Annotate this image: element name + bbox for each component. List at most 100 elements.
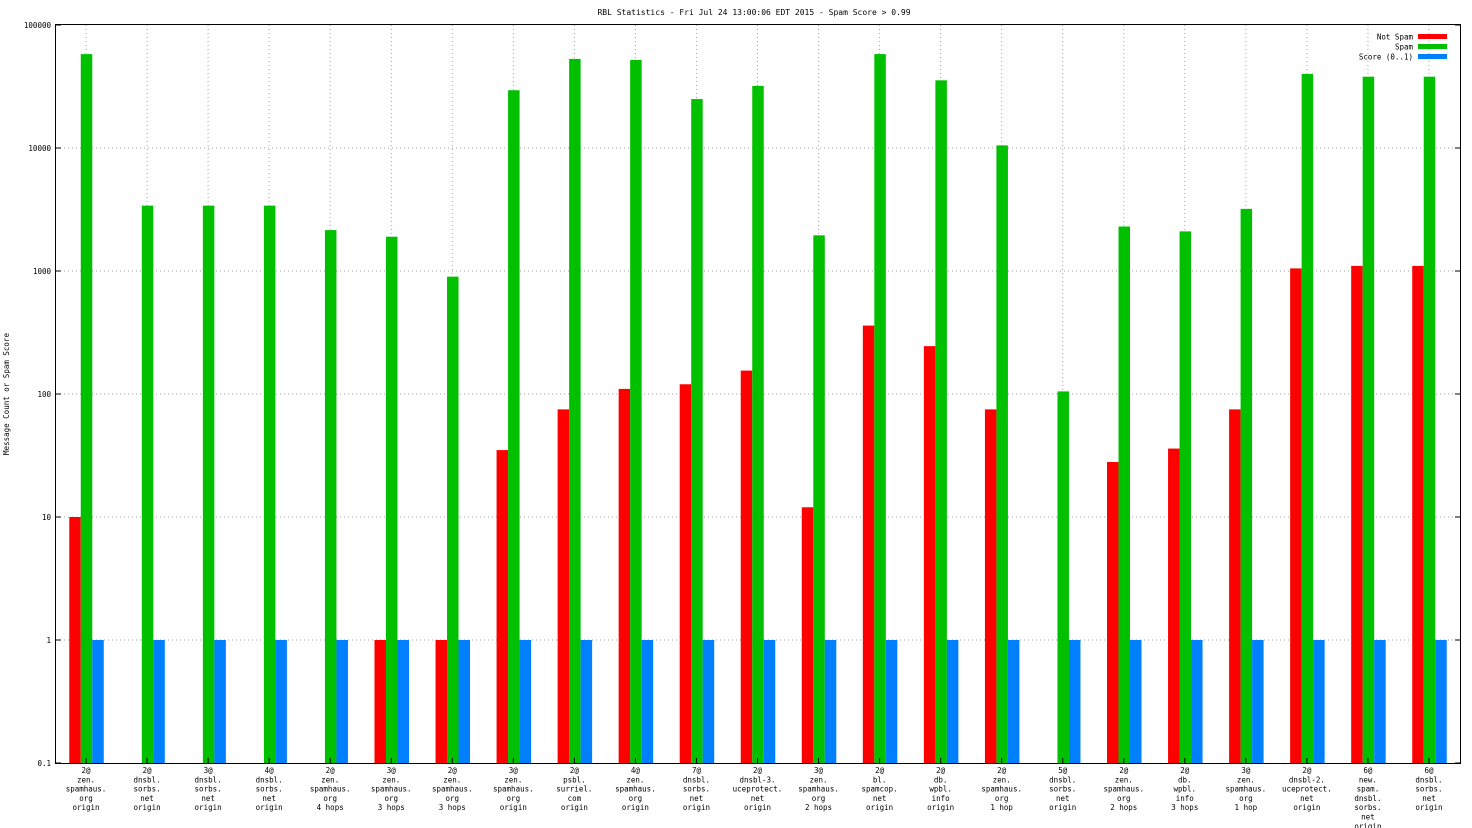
bar-spam xyxy=(569,58,581,764)
x-tick-label: info xyxy=(1176,794,1195,803)
x-tick-label: db. xyxy=(1178,775,1192,784)
x-tick-label: psbl. xyxy=(563,775,586,784)
x-tick-label: bl. xyxy=(873,775,887,784)
x-tick-label: net xyxy=(262,794,276,803)
x-tick-label: spamhaus. xyxy=(66,785,107,794)
x-tick-label: sorbs. xyxy=(1049,785,1076,794)
y-tick-label: 100000 xyxy=(24,21,52,30)
x-tick-label: surriel. xyxy=(556,785,592,794)
x-tick-label: origin xyxy=(1415,803,1442,812)
x-tick-label: 2@ xyxy=(143,766,153,775)
x-tick-label: zen. xyxy=(443,775,461,784)
y-tick-label: 0.1 xyxy=(37,759,51,768)
bar-not-spam xyxy=(801,507,814,763)
bar-score-0-1 xyxy=(1007,640,1020,763)
x-tick-label: origin xyxy=(134,803,161,812)
x-tick-label: dnsbl. xyxy=(134,775,161,784)
bar-spam xyxy=(80,54,93,763)
x-tick-label: 2 hops xyxy=(1110,803,1137,812)
bar-not-spam xyxy=(557,409,570,763)
bar-spam xyxy=(996,145,1008,763)
bar-score-0-1 xyxy=(763,640,776,763)
x-tick-label: origin xyxy=(744,803,771,812)
bar-spam xyxy=(1362,76,1375,763)
x-tick-label: org xyxy=(384,794,398,803)
x-tick-label: zen. xyxy=(321,775,339,784)
legend-label: Spam xyxy=(1395,43,1414,52)
bar-not-spam xyxy=(435,640,448,763)
x-tick-label: origin xyxy=(561,803,588,812)
x-tick-label: net xyxy=(751,794,765,803)
x-tick-label: spamhaus. xyxy=(615,785,656,794)
x-tick-label: 2@ xyxy=(448,766,458,775)
bar-score-0-1 xyxy=(275,640,287,763)
x-tick-label: spamhaus. xyxy=(310,785,351,794)
bar-spam xyxy=(263,205,276,763)
legend-label: Not Spam xyxy=(1377,33,1414,42)
bar-score-0-1 xyxy=(519,640,532,763)
x-tick-label: net xyxy=(873,794,887,803)
bar-score-0-1 xyxy=(1374,640,1386,763)
x-tick-label: spamhaus. xyxy=(981,785,1022,794)
x-tick-label: dnsbl. xyxy=(683,775,710,784)
x-tick-label: 2@ xyxy=(570,766,580,775)
x-tick-label: new. xyxy=(1359,775,1377,784)
bar-score-0-1 xyxy=(458,640,471,763)
x-tick-label: zen. xyxy=(504,775,522,784)
bar-spam xyxy=(447,276,459,763)
plot-frame xyxy=(55,24,1461,764)
x-tick-label: 3 hops xyxy=(378,803,405,812)
bar-not-spam xyxy=(862,325,875,763)
bar-not-spam xyxy=(1168,448,1180,763)
x-tick-label: sorbs. xyxy=(1354,803,1381,812)
x-axis-category-labels: 2@zen.spamhaus.orgorigin2@dnsbl.sorbs.ne… xyxy=(66,758,1443,828)
x-tick-label: 3@ xyxy=(204,766,214,775)
x-tick-label: origin xyxy=(195,803,222,812)
x-tick-label: uceprotect. xyxy=(733,785,783,794)
x-tick-label: 6@ xyxy=(1424,766,1434,775)
x-tick-label: net xyxy=(1056,794,1070,803)
x-tick-label: origin xyxy=(622,803,649,812)
bar-score-0-1 xyxy=(641,640,654,763)
bar-score-0-1 xyxy=(1068,640,1081,763)
bar-not-spam xyxy=(1290,268,1302,763)
bar-score-0-1 xyxy=(824,640,837,763)
bar-spam xyxy=(141,205,154,763)
bar-not-spam xyxy=(679,384,692,763)
x-tick-label: 3@ xyxy=(387,766,397,775)
x-tick-label: sorbs. xyxy=(1415,785,1442,794)
x-tick-label: net xyxy=(140,794,154,803)
x-tick-label: dnsbl. xyxy=(256,775,283,784)
bar-not-spam xyxy=(374,640,386,763)
x-tick-label: net xyxy=(1300,794,1314,803)
chart-title: RBL Statistics - Fri Jul 24 13:00:06 EDT… xyxy=(597,8,910,17)
x-tick-label: org xyxy=(1117,794,1131,803)
bar-not-spam xyxy=(496,450,509,763)
bar-score-0-1 xyxy=(397,640,409,763)
x-tick-label: origin xyxy=(866,803,893,812)
bar-spam xyxy=(1301,73,1314,763)
bar-spam xyxy=(385,236,398,763)
bar-spam xyxy=(508,90,520,763)
x-tick-label: dnsbl-2. xyxy=(1289,775,1325,784)
x-tick-label: 2@ xyxy=(326,766,336,775)
x-tick-label: origin xyxy=(1049,803,1076,812)
x-tick-label: 2@ xyxy=(936,766,946,775)
y-tick-label: 1 xyxy=(46,636,51,645)
bar-score-0-1 xyxy=(1313,640,1325,763)
x-tick-label: 4 hops xyxy=(317,803,344,812)
bar-spam xyxy=(630,59,642,764)
x-tick-label: zen. xyxy=(77,775,95,784)
x-tick-label: spamhaus. xyxy=(1226,785,1267,794)
x-tick-label: sorbs. xyxy=(256,785,283,794)
x-tick-label: spamhaus. xyxy=(1103,785,1144,794)
x-tick-label: net xyxy=(1361,813,1375,822)
bar-score-0-1 xyxy=(946,640,959,763)
bar-not-spam xyxy=(1107,461,1119,763)
bar-not-spam xyxy=(923,346,936,763)
x-tick-label: 2@ xyxy=(1119,766,1129,775)
x-tick-label: org xyxy=(995,794,1009,803)
x-tick-label: 7@ xyxy=(692,766,702,775)
x-tick-label: org xyxy=(323,794,337,803)
